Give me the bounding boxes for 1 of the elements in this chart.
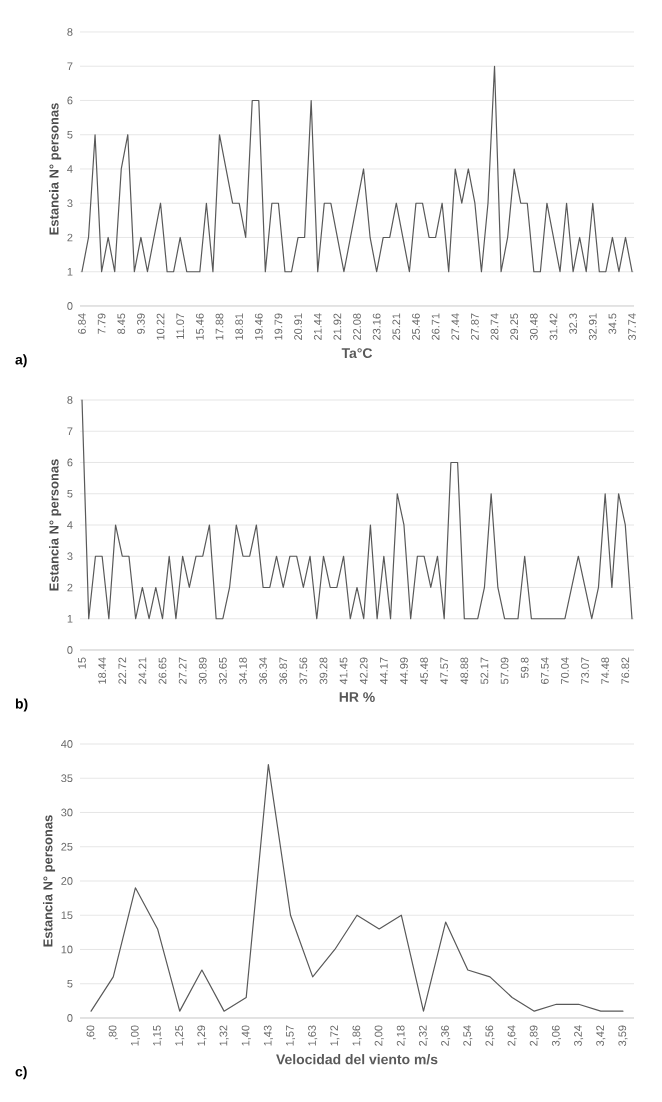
line-series <box>90 763 624 1012</box>
